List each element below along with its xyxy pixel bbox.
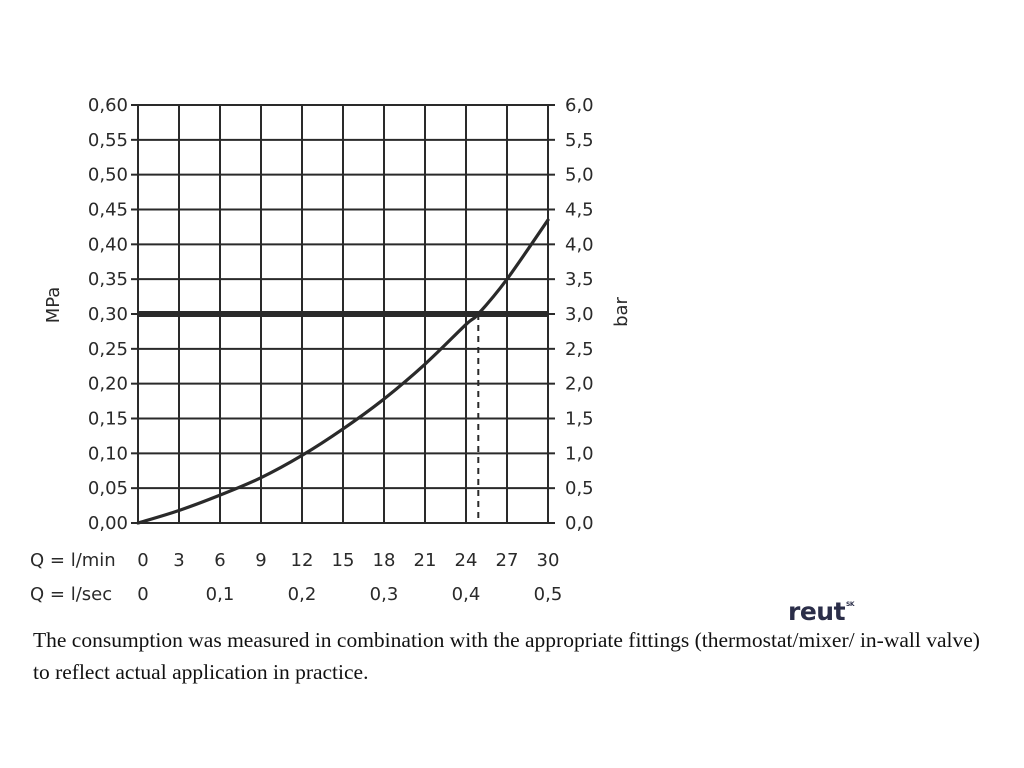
right-tick-label: 3,0 (565, 304, 594, 325)
left-tick-label: 0,05 (88, 478, 128, 499)
right-tick-label: 0,0 (565, 513, 594, 534)
chart-plot (136, 218, 550, 525)
x-tick-label-lsec: 0,2 (288, 584, 317, 605)
right-tick-label: 5,0 (565, 165, 594, 186)
brand-logo: reutSK (788, 597, 855, 626)
pressure-flow-chart: 0,600,550,500,450,400,350,300,250,200,15… (30, 95, 632, 605)
x-tick-label-lmin: 3 (173, 550, 184, 571)
left-tick-label: 0,00 (88, 513, 128, 534)
left-tick-label: 0,25 (88, 339, 128, 360)
x-tick-label-lmin: 15 (332, 550, 355, 571)
x-tick-label-lmin: 12 (291, 550, 314, 571)
left-tick-label: 0,40 (88, 234, 128, 255)
x-tick-label-lmin: 18 (373, 550, 396, 571)
left-tick-label: 0,35 (88, 269, 128, 290)
x-tick-label-lmin: 24 (455, 550, 478, 571)
caption: The consumption was measured in combinat… (33, 628, 980, 684)
right-axis-title: bar (611, 296, 632, 326)
x-tick-label-lmin: 9 (255, 550, 266, 571)
x-tick-label-lmin: 21 (414, 550, 437, 571)
x-axis-lmin-title: Q = l/min (30, 550, 116, 571)
left-tick-label: 0,45 (88, 200, 128, 221)
pressure-curve (136, 218, 550, 525)
right-tick-label: 0,5 (565, 478, 594, 499)
x-tick-label-lmin: 27 (496, 550, 519, 571)
right-tick-label: 3,5 (565, 269, 594, 290)
right-tick-label: 1,5 (565, 409, 594, 430)
left-tick-label: 0,10 (88, 443, 128, 464)
right-tick-label: 1,0 (565, 443, 594, 464)
right-tick-label: 4,0 (565, 234, 594, 255)
left-tick-label: 0,50 (88, 165, 128, 186)
right-tick-label: 2,0 (565, 374, 594, 395)
right-tick-label: 6,0 (565, 95, 594, 116)
x-tick-label-lmin: 6 (214, 550, 225, 571)
x-tick-label-lmin: 30 (537, 550, 560, 571)
x-tick-label-lmin: 0 (137, 550, 148, 571)
x-tick-label-lsec: 0,1 (206, 584, 235, 605)
x-tick-label-lsec: 0 (137, 584, 148, 605)
x-tick-label-lsec: 0,5 (534, 584, 563, 605)
left-tick-label: 0,60 (88, 95, 128, 116)
left-tick-label: 0,30 (88, 304, 128, 325)
right-tick-label: 2,5 (565, 339, 594, 360)
chart-labels: 0,600,550,500,450,400,350,300,250,200,15… (30, 95, 632, 605)
x-axis-lsec-title: Q = l/sec (30, 584, 112, 605)
right-tick-label: 4,5 (565, 200, 594, 221)
left-axis-title: MPa (43, 287, 64, 324)
left-tick-label: 0,55 (88, 130, 128, 151)
brand-logo-suffix: SK (846, 601, 855, 608)
x-tick-label-lsec: 0,4 (452, 584, 481, 605)
x-tick-label-lsec: 0,3 (370, 584, 399, 605)
right-tick-label: 5,5 (565, 130, 594, 151)
left-tick-label: 0,20 (88, 374, 128, 395)
brand-logo-text: reut (788, 597, 846, 626)
left-tick-label: 0,15 (88, 409, 128, 430)
